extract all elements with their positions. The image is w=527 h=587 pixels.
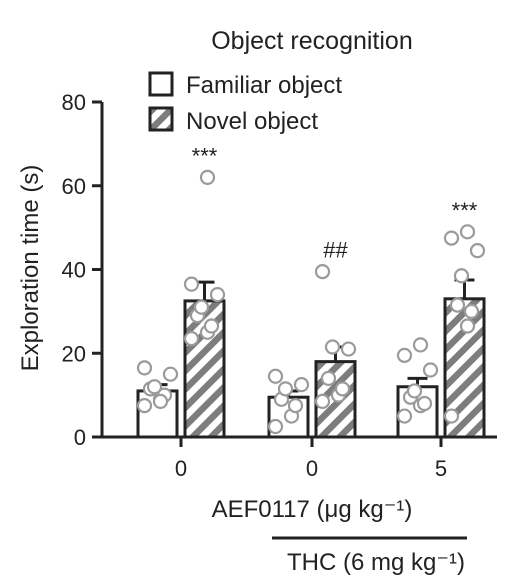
legend-label-familiar: Familiar object <box>186 72 342 99</box>
y-axis: 0 20 40 60 80 <box>62 90 104 450</box>
y-tick-label: 40 <box>62 258 86 283</box>
data-point <box>406 383 423 399</box>
bar-novel <box>183 299 226 439</box>
x-axis-label: AEF0117 (μg kg⁻¹) <box>212 496 413 523</box>
data-point <box>324 339 341 355</box>
significance-markers: *** ## *** <box>192 143 478 262</box>
data-point <box>136 360 153 376</box>
data-point <box>183 330 200 347</box>
y-tick-label: 20 <box>62 341 86 366</box>
legend-label-novel: Novel object <box>186 108 318 135</box>
data-points <box>136 169 486 435</box>
data-point <box>162 366 179 382</box>
data-point <box>277 381 294 397</box>
data-point <box>152 393 169 410</box>
data-point <box>203 318 220 334</box>
data-point <box>340 341 357 357</box>
x-axis: 0 0 5 <box>102 435 497 481</box>
data-point <box>314 263 331 280</box>
data-point <box>334 381 351 397</box>
data-point <box>459 318 476 334</box>
data-point <box>449 297 466 313</box>
y-axis-label: Exploration time (s) <box>17 165 44 372</box>
y-tick-label: 0 <box>74 425 86 450</box>
data-point <box>412 337 429 353</box>
bars <box>136 278 486 439</box>
data-point <box>463 303 480 319</box>
data-point <box>293 377 310 393</box>
data-point <box>469 243 486 259</box>
data-point <box>320 370 337 386</box>
significance-marker: ## <box>323 238 348 263</box>
legend: Familiar object Novel object <box>148 71 342 135</box>
data-point <box>183 276 200 292</box>
significance-marker: *** <box>452 198 478 223</box>
data-point <box>396 408 413 424</box>
data-point <box>396 347 413 363</box>
x-tick-label: 5 <box>435 456 447 481</box>
data-point <box>199 169 216 185</box>
x-tick-label: 0 <box>306 456 318 481</box>
legend-swatch-familiar <box>148 71 174 97</box>
data-point <box>136 397 153 414</box>
data-point <box>443 230 460 246</box>
data-point <box>453 268 470 284</box>
data-point <box>459 224 476 240</box>
x-tick-label: 0 <box>175 456 187 481</box>
legend-swatch-novel <box>148 106 174 132</box>
data-point <box>209 287 226 303</box>
y-tick-label: 80 <box>62 90 86 115</box>
data-point <box>267 418 284 435</box>
chart-title: Object recognition <box>211 27 413 55</box>
data-point <box>193 299 210 315</box>
data-point <box>146 379 163 395</box>
thc-label: THC (6 mg kg⁻¹) <box>287 549 465 576</box>
data-point <box>416 395 433 412</box>
data-point <box>267 368 284 384</box>
data-point <box>287 397 304 414</box>
data-point <box>443 408 460 424</box>
data-point <box>422 362 439 378</box>
significance-marker: *** <box>192 143 218 168</box>
data-point <box>314 393 331 410</box>
y-tick-label: 60 <box>62 174 86 199</box>
